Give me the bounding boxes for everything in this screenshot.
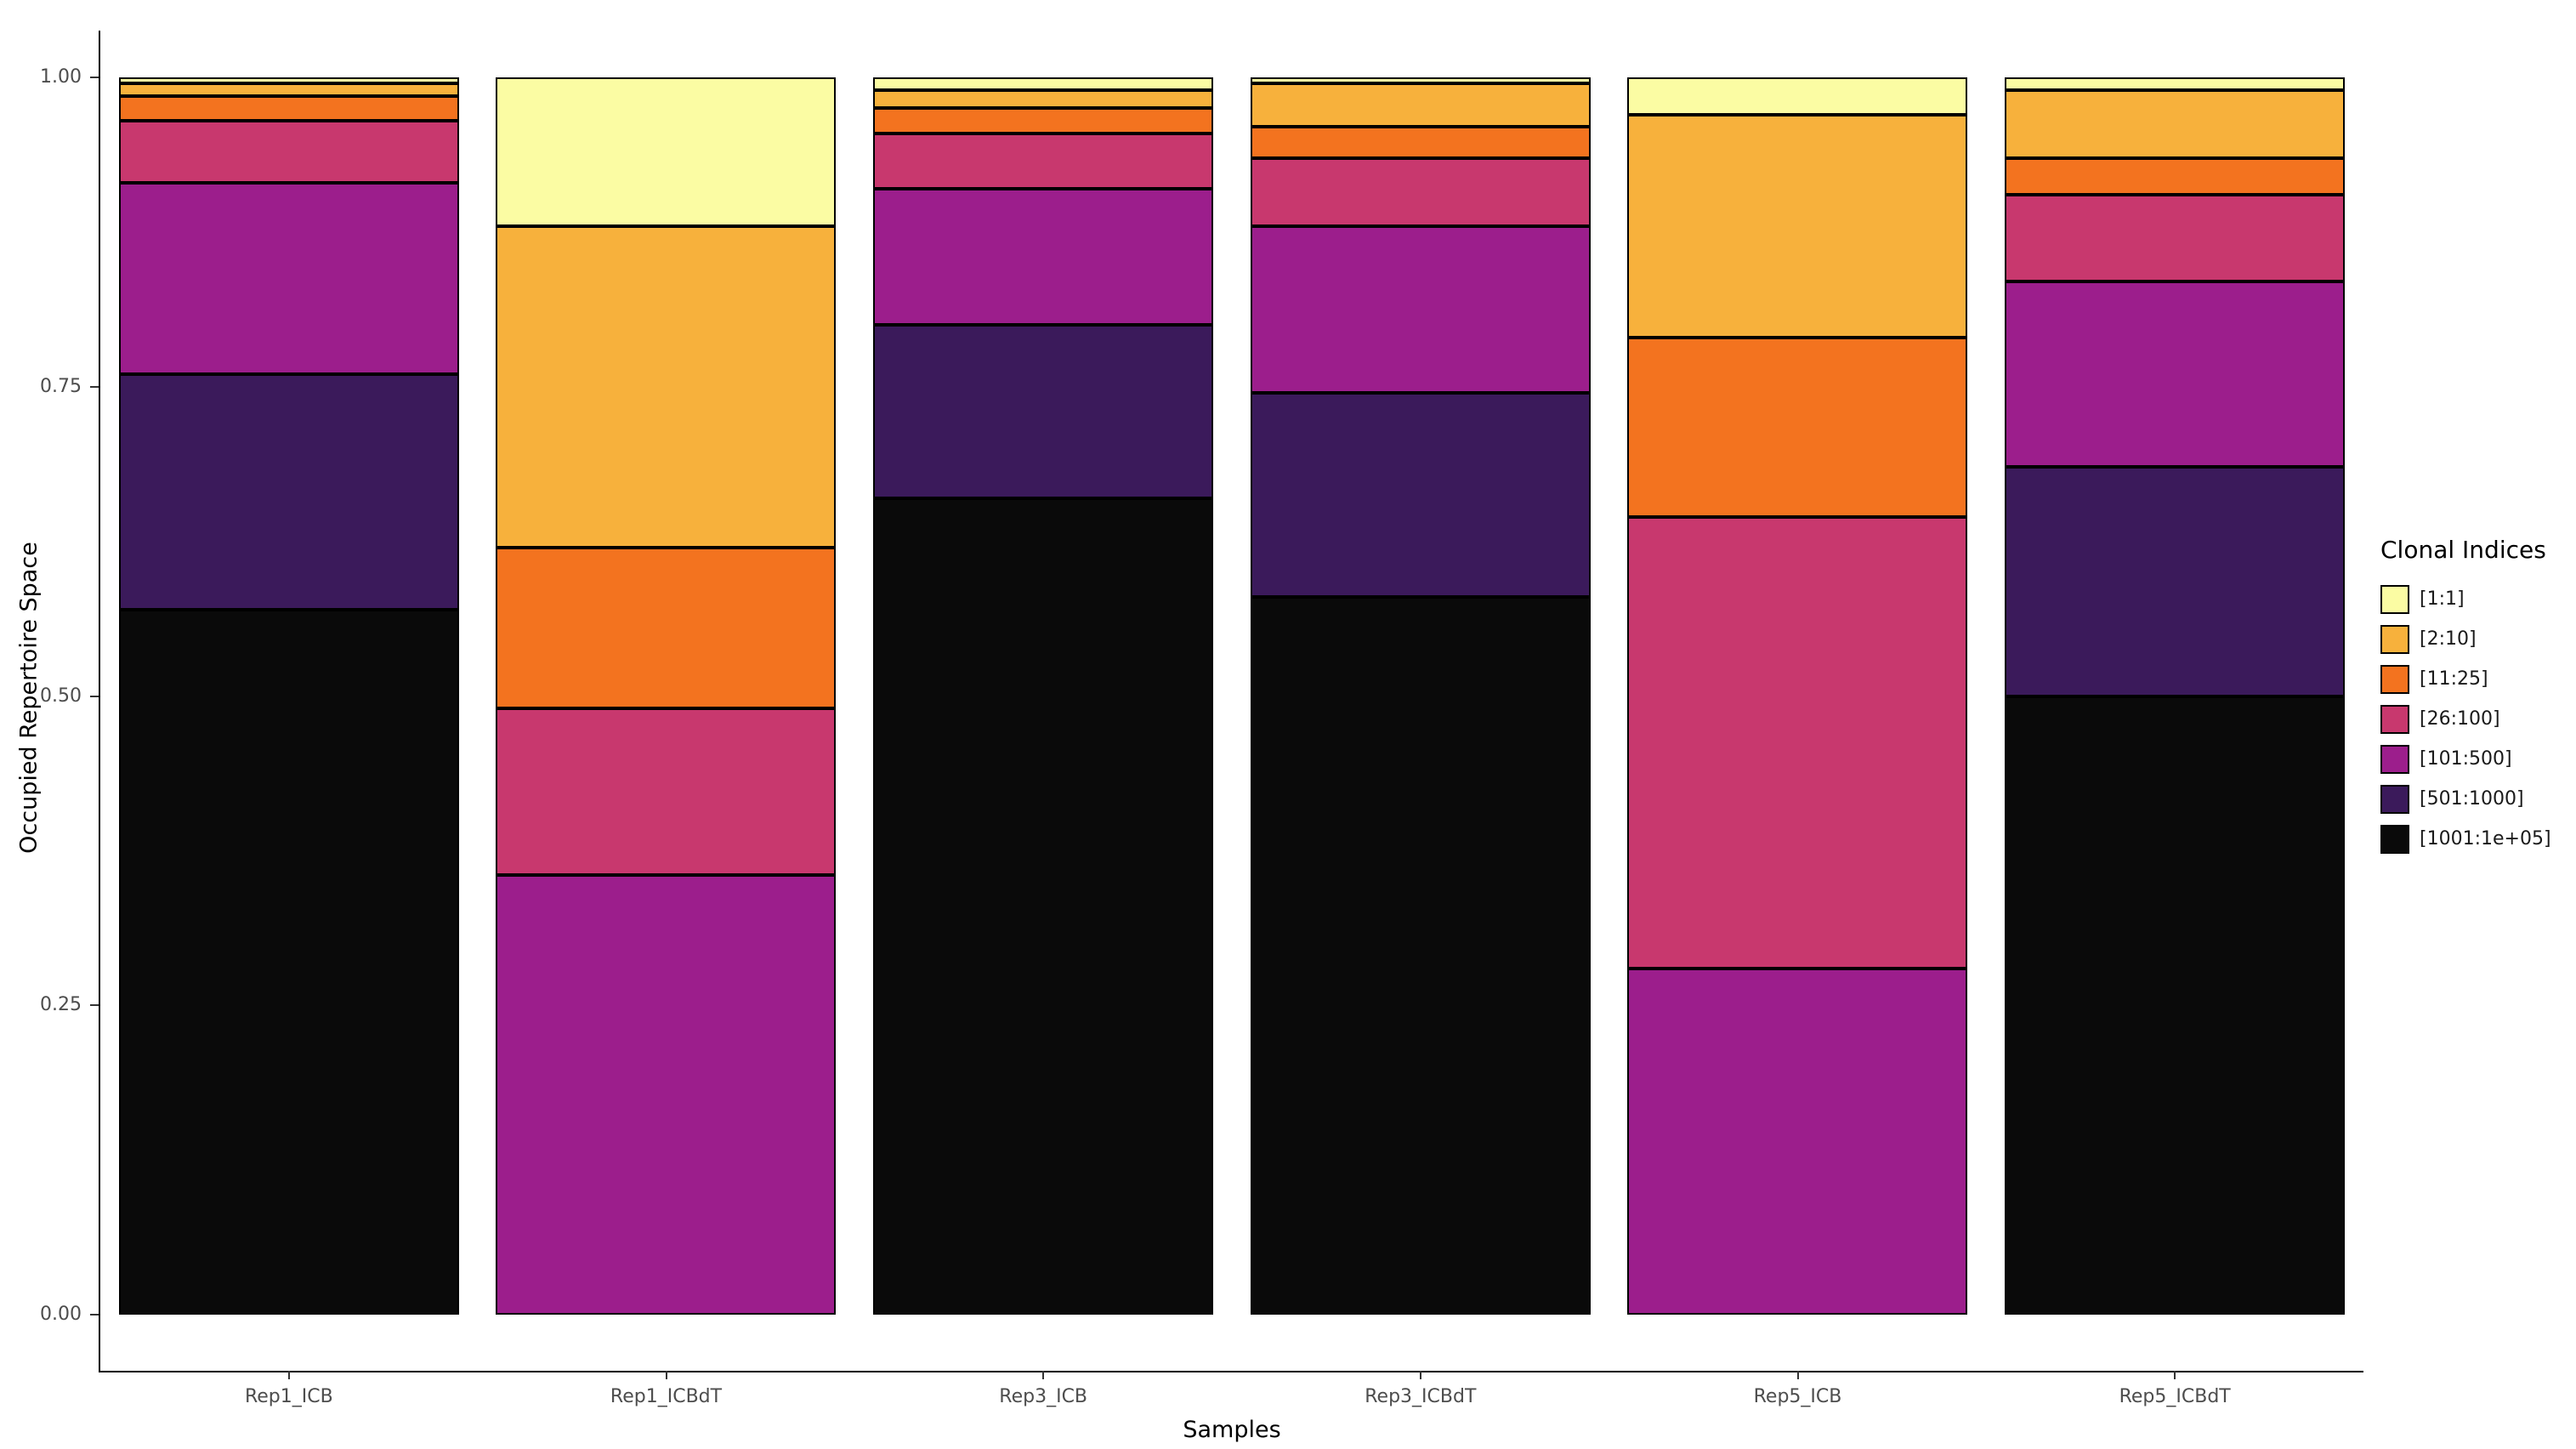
bar-segment-[2:10] — [496, 225, 837, 548]
bar-segment-[26:100] — [1627, 516, 1968, 969]
legend-swatch-icon — [2380, 824, 2409, 854]
y-tick-label: 0.00 — [40, 1304, 82, 1325]
y-tick-mark — [90, 695, 99, 697]
legend-swatch-icon — [2380, 584, 2409, 614]
x-tick-mark — [287, 1371, 290, 1379]
legend-label: [26:100] — [2420, 708, 2500, 730]
x-tick-label-Rep1_ICB: Rep1_ICB — [244, 1386, 333, 1407]
legend-item-[1:1]: [1:1] — [2380, 579, 2574, 619]
bar-segment-[1001:1e+05] — [873, 497, 1214, 1315]
bar-segment-[2:10] — [873, 89, 1214, 109]
bar-segment-[11:25] — [873, 108, 1214, 134]
bar-segment-[2:10] — [118, 83, 459, 96]
bar-segment-[501:1000] — [1250, 393, 1591, 598]
x-tick-label-Rep1_ICBdT: Rep1_ICBdT — [610, 1386, 723, 1407]
bar-segment-[101:500] — [1627, 968, 1968, 1315]
legend-swatch-icon — [2380, 664, 2409, 694]
legend-swatch-icon — [2380, 784, 2409, 814]
bar-segment-[26:100] — [118, 120, 459, 183]
legend-swatch-icon — [2380, 704, 2409, 734]
y-tick-label: 0.25 — [40, 994, 82, 1016]
y-tick-label: 1.00 — [40, 66, 82, 88]
bar-segment-[2:10] — [1627, 114, 1968, 338]
x-tick-mark — [1419, 1371, 1421, 1379]
y-tick-label: 0.50 — [40, 685, 82, 707]
bar-segment-[101:500] — [496, 875, 837, 1315]
bar-Rep5_ICBdT — [2005, 77, 2346, 1315]
legend-label: [2:10] — [2420, 628, 2477, 650]
bar-segment-[1:1] — [2005, 77, 2346, 90]
bar-Rep5_ICB — [1627, 77, 1968, 1315]
bar-segment-[26:100] — [2005, 195, 2346, 282]
y-tick-mark — [90, 1314, 99, 1315]
legend-swatch-icon — [2380, 744, 2409, 774]
bar-segment-[11:25] — [496, 547, 837, 709]
bar-segment-[1001:1e+05] — [2005, 696, 2346, 1315]
legend-label: [1001:1e+05] — [2420, 828, 2551, 850]
legend-item-[26:100]: [26:100] — [2380, 699, 2574, 739]
bar-segment-[501:1000] — [2005, 467, 2346, 696]
legend-label: [501:1000] — [2420, 788, 2524, 810]
bar-segment-[101:500] — [2005, 281, 2346, 468]
bar-segment-[11:25] — [2005, 157, 2346, 196]
x-tick-mark — [665, 1371, 667, 1379]
bar-segment-[26:100] — [496, 708, 837, 876]
y-tick-mark — [90, 1004, 99, 1007]
legend-item-[11:25]: [11:25] — [2380, 659, 2574, 699]
bar-segment-[1001:1e+05] — [1250, 597, 1591, 1315]
plot-panel — [99, 31, 2363, 1372]
x-tick-mark — [1796, 1371, 1799, 1379]
bar-segment-[101:500] — [873, 188, 1214, 326]
x-tick-mark — [1042, 1371, 1045, 1379]
bar-segment-[1:1] — [1627, 77, 1968, 115]
legend-swatch-icon — [2380, 624, 2409, 654]
bar-Rep1_ICB — [118, 77, 459, 1315]
legend-item-[2:10]: [2:10] — [2380, 619, 2574, 659]
x-tick-mark — [2174, 1371, 2176, 1379]
x-tick-label-Rep3_ICBdT: Rep3_ICBdT — [1365, 1386, 1477, 1407]
bar-segment-[2:10] — [1250, 83, 1591, 128]
legend-label: [101:500] — [2420, 748, 2512, 770]
bar-Rep1_ICBdT — [496, 77, 837, 1315]
legend-title: Clonal Indices — [2380, 536, 2546, 564]
x-tick-label-Rep5_ICB: Rep5_ICB — [1753, 1386, 1842, 1407]
legend-label: [1:1] — [2420, 588, 2465, 610]
bar-segment-[1:1] — [1250, 77, 1591, 84]
legend: Clonal Indices [1:1] [2:10] [11:25] [26:100… — [2380, 536, 2574, 859]
legend-items: [1:1] [2:10] [11:25] [26:100] [101:500] [501:… — [2380, 579, 2574, 859]
bar-segment-[501:1000] — [873, 325, 1214, 498]
bar-segment-[26:100] — [873, 133, 1214, 189]
bar-segment-[11:25] — [1250, 127, 1591, 158]
x-axis-title: Samples — [1183, 1417, 1281, 1443]
bar-segment-[11:25] — [118, 95, 459, 121]
bar-segment-[1001:1e+05] — [118, 609, 459, 1315]
legend-item-[501:1000]: [501:1000] — [2380, 779, 2574, 819]
legend-item-[101:500]: [101:500] — [2380, 739, 2574, 779]
bar-segment-[26:100] — [1250, 157, 1591, 226]
bar-segment-[101:500] — [1250, 225, 1591, 394]
bar-segment-[1:1] — [873, 77, 1214, 90]
bar-segment-[2:10] — [2005, 89, 2346, 158]
y-tick-label: 0.75 — [40, 375, 82, 397]
x-tick-label-Rep3_ICB: Rep3_ICB — [999, 1386, 1088, 1407]
legend-item-[1001:1e+05]: [1001:1e+05] — [2380, 819, 2574, 859]
bar-segment-[501:1000] — [118, 374, 459, 610]
bar-segment-[11:25] — [1627, 337, 1968, 517]
legend-label: [11:25] — [2420, 668, 2488, 690]
bars-layer — [100, 77, 2363, 1315]
y-tick-mark — [90, 385, 99, 388]
x-tick-label-Rep5_ICBdT: Rep5_ICBdT — [2119, 1386, 2231, 1407]
bar-Rep3_ICBdT — [1250, 77, 1591, 1315]
bar-segment-[1:1] — [496, 77, 837, 226]
bar-segment-[1:1] — [118, 77, 459, 84]
bar-Rep3_ICB — [873, 77, 1214, 1315]
y-tick-mark — [90, 77, 99, 78]
bar-segment-[101:500] — [118, 182, 459, 375]
